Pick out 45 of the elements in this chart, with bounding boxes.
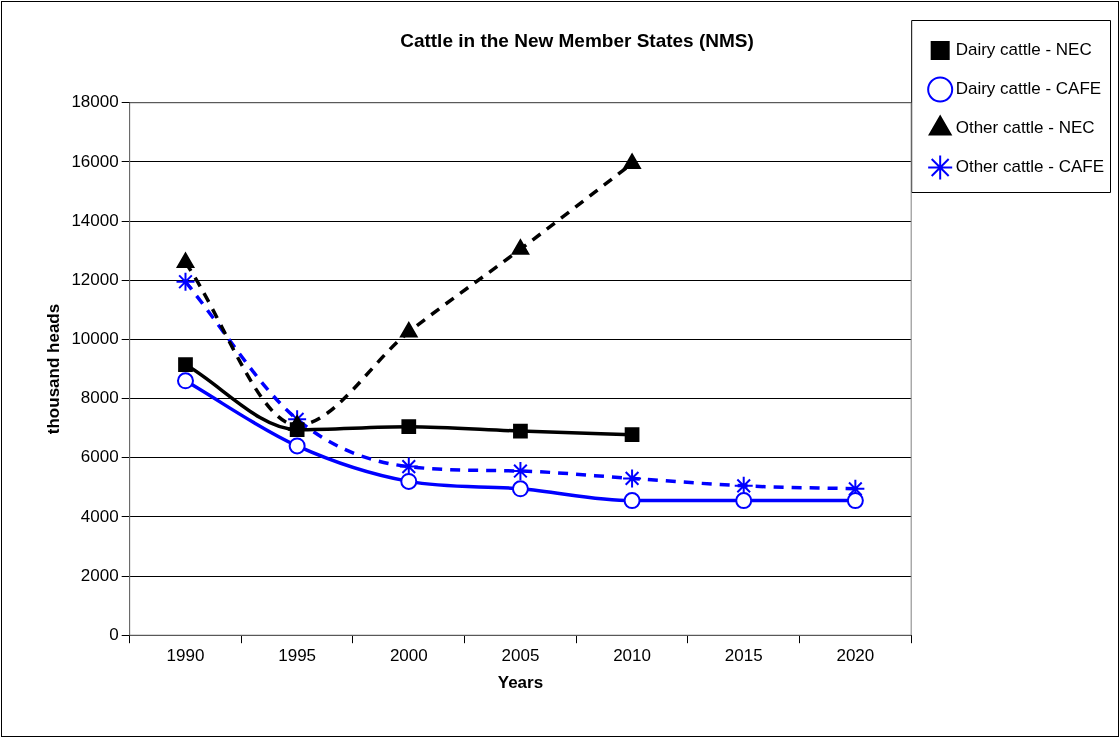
y-tick-label: 8000 (80, 388, 119, 408)
point (400, 472, 418, 490)
y-tick-label: 18000 (71, 92, 119, 112)
point (511, 480, 529, 498)
chart-title: Cattle in the New Member States (NMS) (400, 29, 754, 51)
y-tick-label: 4000 (80, 506, 119, 526)
x-tick-label: 2005 (501, 646, 540, 666)
y-tick-label: 14000 (71, 210, 119, 230)
x-tick-label: 2010 (613, 646, 651, 666)
y-axis-title: thousand heads (43, 303, 63, 435)
point (733, 475, 754, 496)
x-tick-label: 1995 (278, 646, 317, 666)
point (175, 271, 196, 292)
x-tick-label: 2015 (724, 646, 763, 666)
point (289, 422, 305, 437)
y-tick-label: 10000 (71, 329, 119, 349)
point (288, 437, 306, 455)
point (398, 456, 419, 477)
point (623, 153, 641, 169)
point (623, 492, 641, 510)
y-tick-label: 16000 (71, 151, 119, 171)
y-tick-label: 2000 (80, 565, 119, 585)
point (622, 468, 643, 489)
legend-label: Other cattle - CAFE (955, 157, 1105, 177)
point (177, 372, 194, 390)
point (176, 252, 195, 269)
y-tick-label: 12000 (71, 269, 119, 289)
point (511, 239, 530, 255)
point (401, 419, 417, 435)
point (624, 427, 640, 443)
y-tick-label: 6000 (80, 447, 119, 467)
legend-label: Other cattle - NEC (955, 118, 1095, 138)
point (513, 423, 528, 439)
x-tick-label: 2020 (836, 646, 875, 666)
x-tick-label: 2000 (389, 646, 428, 666)
x-tick-label: 1990 (166, 646, 205, 666)
point (735, 492, 753, 510)
x-axis-title: Years (497, 673, 544, 693)
point (178, 357, 193, 372)
legend-label: Dairy cattle - NEC (955, 40, 1092, 60)
legend-label: Dairy cattle - CAFE (955, 79, 1102, 99)
point (399, 322, 418, 338)
point (846, 492, 864, 510)
point (510, 461, 531, 482)
y-tick-label: 0 (109, 624, 119, 644)
